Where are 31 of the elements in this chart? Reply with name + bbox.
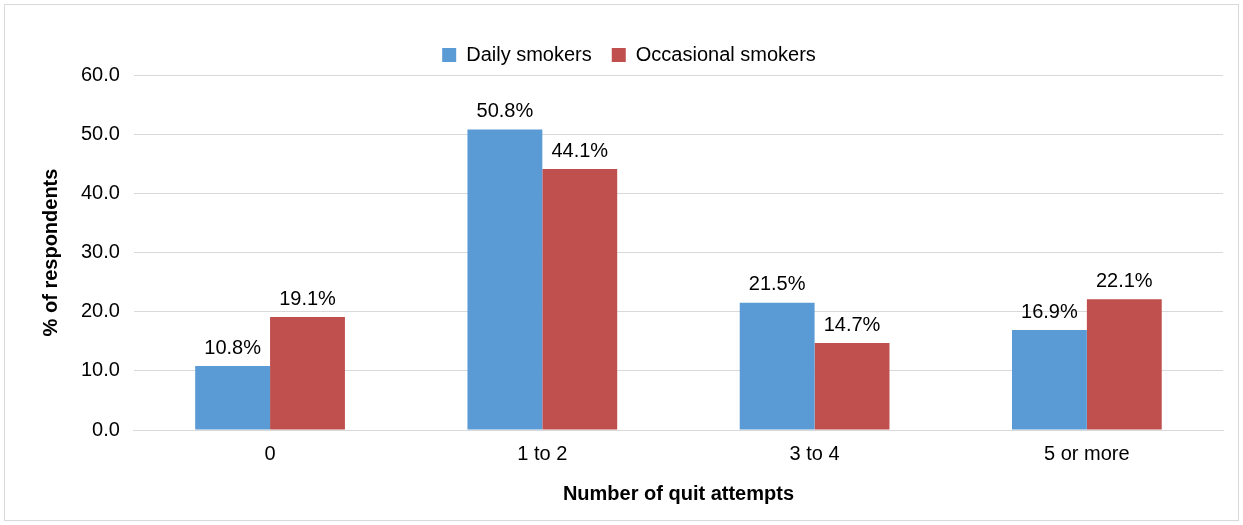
y-tick-label: 0.0: [92, 417, 120, 440]
data-label: 10.8%: [204, 335, 262, 358]
y-tick-label: 10.0: [80, 358, 120, 381]
bar: [739, 302, 815, 430]
data-label: 22.1%: [1095, 268, 1153, 291]
legend-label: Daily smokers: [466, 42, 592, 65]
data-label: 50.8%: [476, 98, 534, 121]
y-axis-title: % of respondents: [38, 168, 61, 337]
y-tick-label: 60.0: [80, 62, 120, 85]
data-label: 14.7%: [823, 312, 881, 335]
data-label: 19.1%: [279, 286, 337, 309]
y-tick-label: 50.0: [80, 121, 120, 144]
data-label: 21.5%: [748, 272, 806, 295]
bar: [542, 169, 618, 430]
bar: [467, 129, 543, 430]
data-label: 16.9%: [1021, 299, 1078, 322]
data-label: 44.1%: [551, 138, 609, 161]
bar: [270, 316, 345, 430]
bar: [195, 366, 271, 430]
x-tick-label: 0: [264, 441, 276, 464]
legend-label: Occasional smokers: [635, 42, 816, 65]
x-tick-label: 1 to 2: [517, 441, 568, 464]
x-tick-label: 5 or more: [1044, 441, 1130, 464]
y-tick-label: 30.0: [80, 240, 120, 263]
x-axis-title: Number of quit attempts: [562, 481, 795, 504]
y-tick-label: 40.0: [80, 180, 120, 203]
y-tick-label: 20.0: [80, 299, 120, 322]
bar: [1086, 299, 1162, 430]
bar: [814, 343, 890, 430]
bar: [1011, 330, 1087, 430]
x-tick-label: 3 to 4: [789, 441, 840, 464]
